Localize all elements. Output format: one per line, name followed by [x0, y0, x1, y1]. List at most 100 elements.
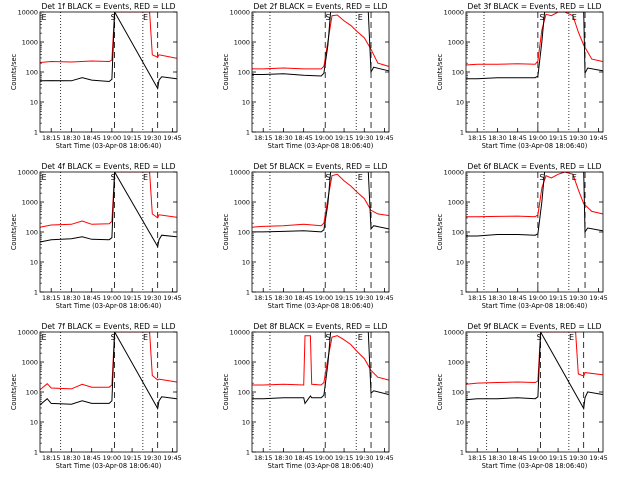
x-axis-label: Start Time (03-Apr-08 18:06:40) — [482, 142, 588, 150]
x-axis-label: Start Time (03-Apr-08 18:06:40) — [56, 462, 162, 470]
panel-6: Det 6f BLACK = Events, RED = LLD S E 1 10 100… — [436, 162, 608, 310]
marker-label: E — [572, 13, 577, 22]
y-tick-label: 10 — [456, 98, 464, 106]
y-tick-label: 1 — [34, 128, 38, 136]
x-tick-label: 19:30 — [143, 294, 161, 302]
x-tick-label: 19:00 — [103, 134, 121, 142]
x-tick-label: 18:30 — [488, 294, 506, 302]
marker-label: E — [143, 333, 148, 342]
y-tick-label: 10 — [242, 98, 250, 106]
x-tick-label: 18:30 — [62, 134, 80, 142]
y-tick-label: 100 — [452, 228, 464, 236]
x-tick-label: 18:45 — [294, 454, 312, 462]
marker-label: E — [358, 173, 363, 182]
marker-label: S — [325, 173, 330, 182]
x-tick-label: 18:45 — [294, 134, 312, 142]
y-tick-label: 1000 — [234, 198, 250, 206]
x-tick-label: 19:15 — [123, 294, 141, 302]
panel-title: Det 5f BLACK = Events, RED = LLD — [254, 162, 388, 171]
y-tick-label: 1 — [460, 128, 464, 136]
series-line-black — [466, 332, 603, 411]
y-tick-label: 1000 — [234, 38, 250, 46]
x-tick-label: 18:15 — [42, 134, 60, 142]
series-line-black — [40, 172, 177, 249]
plot-frame — [251, 331, 390, 453]
x-tick-label: 18:15 — [468, 294, 486, 302]
x-tick-label: 19:00 — [529, 454, 547, 462]
panel-title: Det 1f BLACK = Events, RED = LLD — [42, 2, 176, 11]
x-tick-label: 18:45 — [82, 454, 100, 462]
y-tick-label: 100 — [26, 228, 38, 236]
x-tick-label: 18:30 — [488, 134, 506, 142]
y-tick-label: 10000 — [230, 8, 250, 16]
y-tick-label: 1 — [460, 288, 464, 296]
x-tick-label: 18:15 — [42, 294, 60, 302]
x-axis-label: Start Time (03-Apr-08 18:06:40) — [482, 302, 588, 310]
x-tick-label: 19:30 — [355, 454, 373, 462]
x-tick-label: 18:45 — [508, 454, 526, 462]
marker-label: S — [539, 13, 544, 22]
y-tick-label: 1 — [34, 448, 38, 456]
x-tick-label: 18:45 — [508, 294, 526, 302]
marker-label: E — [358, 13, 363, 22]
x-tick-label: 19:30 — [143, 134, 161, 142]
x-tick-label: 19:00 — [315, 294, 333, 302]
x-tick-label: 19:30 — [569, 454, 587, 462]
x-tick-label: 19:15 — [549, 134, 567, 142]
panel-1: Det 1f BLACK = Events, RED = LLD E S E 1 10 10… — [10, 2, 182, 150]
y-tick-label: 1000 — [448, 38, 464, 46]
series-line-red — [466, 332, 603, 385]
series-line-black — [466, 12, 603, 80]
x-axis-label: Start Time (03-Apr-08 18:06:40) — [268, 462, 374, 470]
y-tick-label: 100 — [452, 68, 464, 76]
x-tick-label: 19:45 — [163, 134, 181, 142]
y-tick-label: 100 — [452, 388, 464, 396]
x-axis-label: Start Time (03-Apr-08 18:06:40) — [56, 302, 162, 310]
x-tick-label: 19:30 — [569, 294, 587, 302]
panel-title: Det 9f BLACK = Events, RED = LLD — [468, 322, 602, 331]
y-axis-label: Counts/sec — [10, 213, 18, 250]
y-tick-label: 1000 — [448, 358, 464, 366]
panel-4: Det 4f BLACK = Events, RED = LLD E S E 1 10 10… — [10, 162, 182, 310]
y-tick-label: 10000 — [444, 328, 464, 336]
x-tick-label: 19:45 — [589, 454, 607, 462]
series-line-black — [252, 12, 389, 77]
marker-label: E — [41, 173, 46, 182]
plot-frame — [465, 11, 604, 133]
series-line-red — [466, 12, 603, 66]
panel-7: Det 7f BLACK = Events, RED = LLD E S E 1 10 10… — [10, 322, 182, 470]
x-tick-label: 19:30 — [355, 134, 373, 142]
x-tick-label: 18:30 — [274, 294, 292, 302]
y-tick-label: 1000 — [22, 38, 38, 46]
y-tick-label: 10000 — [18, 328, 38, 336]
series-line-red — [252, 173, 389, 228]
y-axis-label: Counts/sec — [436, 373, 444, 410]
x-tick-label: 19:45 — [589, 134, 607, 142]
marker-label: E — [143, 13, 148, 22]
panel-3: Det 3f BLACK = Events, RED = LLD S E 1 10 100… — [436, 2, 608, 150]
x-tick-label: 18:30 — [274, 454, 292, 462]
x-tick-label: 19:30 — [355, 294, 373, 302]
y-tick-label: 100 — [238, 68, 250, 76]
y-tick-label: 10000 — [444, 168, 464, 176]
x-tick-label: 18:15 — [254, 134, 272, 142]
y-axis-label: Counts/sec — [436, 213, 444, 250]
x-axis-label: Start Time (03-Apr-08 18:06:40) — [56, 142, 162, 150]
x-axis-label: Start Time (03-Apr-08 18:06:40) — [268, 302, 374, 310]
x-tick-label: 18:45 — [82, 134, 100, 142]
y-tick-label: 1 — [460, 448, 464, 456]
y-tick-label: 10 — [30, 258, 38, 266]
y-axis-label: Counts/sec — [10, 53, 18, 90]
panel-title: Det 4f BLACK = Events, RED = LLD — [42, 162, 176, 171]
x-tick-label: 19:15 — [123, 134, 141, 142]
panel-title: Det 2f BLACK = Events, RED = LLD — [254, 2, 388, 11]
x-tick-label: 18:30 — [274, 134, 292, 142]
series-line-black — [40, 12, 177, 91]
y-tick-label: 100 — [238, 228, 250, 236]
x-tick-label: 19:00 — [529, 134, 547, 142]
x-tick-label: 18:15 — [468, 134, 486, 142]
plot-frame — [465, 171, 604, 293]
x-tick-label: 19:00 — [315, 454, 333, 462]
panel-title: Det 7f BLACK = Events, RED = LLD — [42, 322, 176, 331]
y-tick-label: 1000 — [448, 198, 464, 206]
